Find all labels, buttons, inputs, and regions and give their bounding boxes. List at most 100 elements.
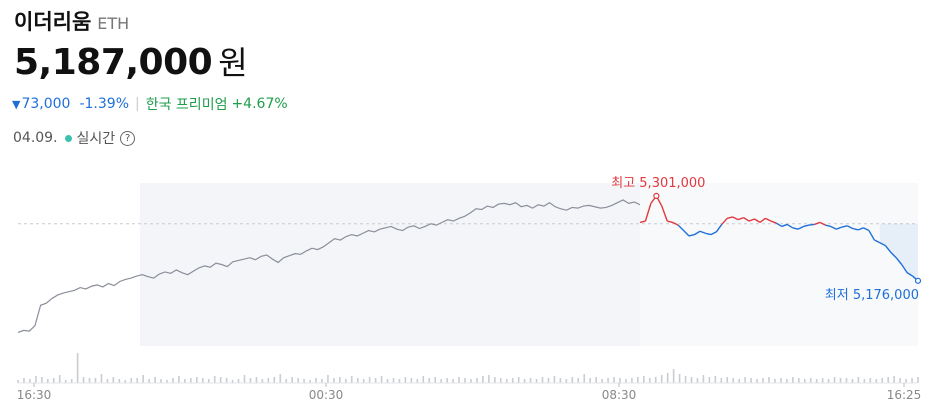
- volume-bar: [917, 377, 919, 383]
- volume-bar: [368, 377, 371, 383]
- volume-bar: [446, 378, 448, 383]
- volume-bar: [422, 376, 425, 383]
- price-line-segment: [759, 217, 766, 223]
- price-line-segment: [781, 223, 788, 228]
- price-line-segment: [775, 222, 783, 228]
- asset-ticker: ETH: [97, 14, 130, 33]
- volume-bar: [345, 379, 347, 383]
- volume-bar: [607, 378, 609, 383]
- volume-bar: [309, 380, 311, 383]
- volume-bar: [809, 378, 812, 383]
- price-line-segment: [661, 205, 668, 222]
- volume-bar: [416, 379, 419, 383]
- volume-bar: [160, 379, 162, 383]
- price-line-segment: [874, 239, 881, 244]
- volume-bar: [476, 378, 478, 383]
- volume-bar: [643, 376, 645, 383]
- price-line-segment: [721, 217, 728, 225]
- change-percent: -1.39%: [79, 96, 129, 112]
- volume-bar: [76, 353, 79, 383]
- volume-bar: [815, 379, 818, 383]
- volume-bar: [225, 378, 228, 383]
- volume-bar: [213, 376, 216, 383]
- volume-bar: [184, 379, 186, 383]
- price-line-segment: [754, 218, 761, 223]
- volume-bar: [339, 377, 341, 383]
- price-line-segment: [792, 227, 799, 230]
- volume-bar: [23, 378, 25, 383]
- price-line-segment: [743, 217, 750, 222]
- realtime-dot-icon: [64, 134, 72, 142]
- volume-bar: [166, 380, 168, 383]
- volume-bar: [565, 379, 568, 383]
- volume-bar: [136, 378, 139, 383]
- price-line-segment: [868, 230, 875, 241]
- volume-bar: [720, 378, 723, 383]
- volume-bar: [595, 377, 597, 383]
- volume-bar: [744, 377, 746, 383]
- price-line-segment: [765, 217, 772, 222]
- volume-bar: [315, 378, 317, 383]
- price-line-segment: [727, 216, 733, 219]
- volume-bar: [458, 377, 460, 383]
- volume-bar: [303, 379, 305, 383]
- price-line-segment: [644, 203, 652, 222]
- volume-bar: [637, 377, 639, 383]
- volume-bar: [112, 377, 115, 383]
- volume-bar: [631, 378, 633, 383]
- volume-bar: [285, 379, 288, 383]
- volume-bar: [172, 378, 174, 383]
- volume-bar: [410, 378, 413, 383]
- asset-name: 이더리움: [14, 10, 92, 34]
- volume-bar: [559, 378, 562, 383]
- divider: |: [135, 96, 140, 112]
- volume-bar: [124, 380, 127, 383]
- help-icon[interactable]: ?: [120, 130, 136, 146]
- volume-bar: [118, 379, 121, 383]
- price-line-segment: [672, 221, 679, 226]
- volume-bar: [577, 378, 580, 383]
- volume-bar: [887, 377, 889, 383]
- volume-bar: [190, 378, 192, 383]
- price-line-segment: [683, 230, 690, 237]
- volume-bar: [47, 379, 49, 383]
- price-line-segment: [841, 225, 848, 228]
- volume-bar: [219, 377, 222, 383]
- price-line-segment: [830, 225, 837, 230]
- price-line-segment: [786, 223, 793, 229]
- volume-bar: [768, 377, 770, 383]
- volume-bar: [839, 378, 842, 383]
- volume-bar: [148, 379, 150, 383]
- price-line-segment: [852, 227, 859, 231]
- today-period-shade: [640, 183, 918, 346]
- low-label: 최저 5,176,000: [825, 288, 919, 303]
- volume-bar: [750, 378, 752, 383]
- price-line-segment: [808, 223, 815, 226]
- volume-bar: [41, 377, 43, 383]
- volume-bar: [231, 380, 234, 383]
- low-area-fill: [879, 223, 918, 281]
- price-line-segment: [803, 224, 810, 228]
- date-label: 04.09.: [13, 130, 58, 146]
- volume-bar: [440, 379, 442, 383]
- premium-label: 한국 프리미엄: [145, 97, 228, 113]
- volume-bar: [178, 376, 180, 383]
- down-arrow-icon: ▼: [12, 97, 21, 111]
- volume-bar: [702, 375, 705, 383]
- price-line-segment: [846, 225, 853, 230]
- price-line-previous: [17, 199, 641, 333]
- volume-bar: [797, 378, 800, 383]
- price-line-segment: [814, 221, 821, 226]
- x-tick-label: 08:30: [602, 388, 637, 402]
- volume-bar: [827, 379, 830, 383]
- volume-bar: [708, 377, 711, 383]
- volume-bar: [786, 379, 788, 383]
- low-marker: [914, 277, 922, 284]
- volume-bar: [738, 379, 740, 383]
- volume-bar: [404, 377, 407, 383]
- premium-value: +4.67%: [231, 96, 288, 112]
- volume-bar: [201, 378, 204, 383]
- volume-bar: [154, 377, 156, 383]
- price-line-segment: [797, 225, 804, 230]
